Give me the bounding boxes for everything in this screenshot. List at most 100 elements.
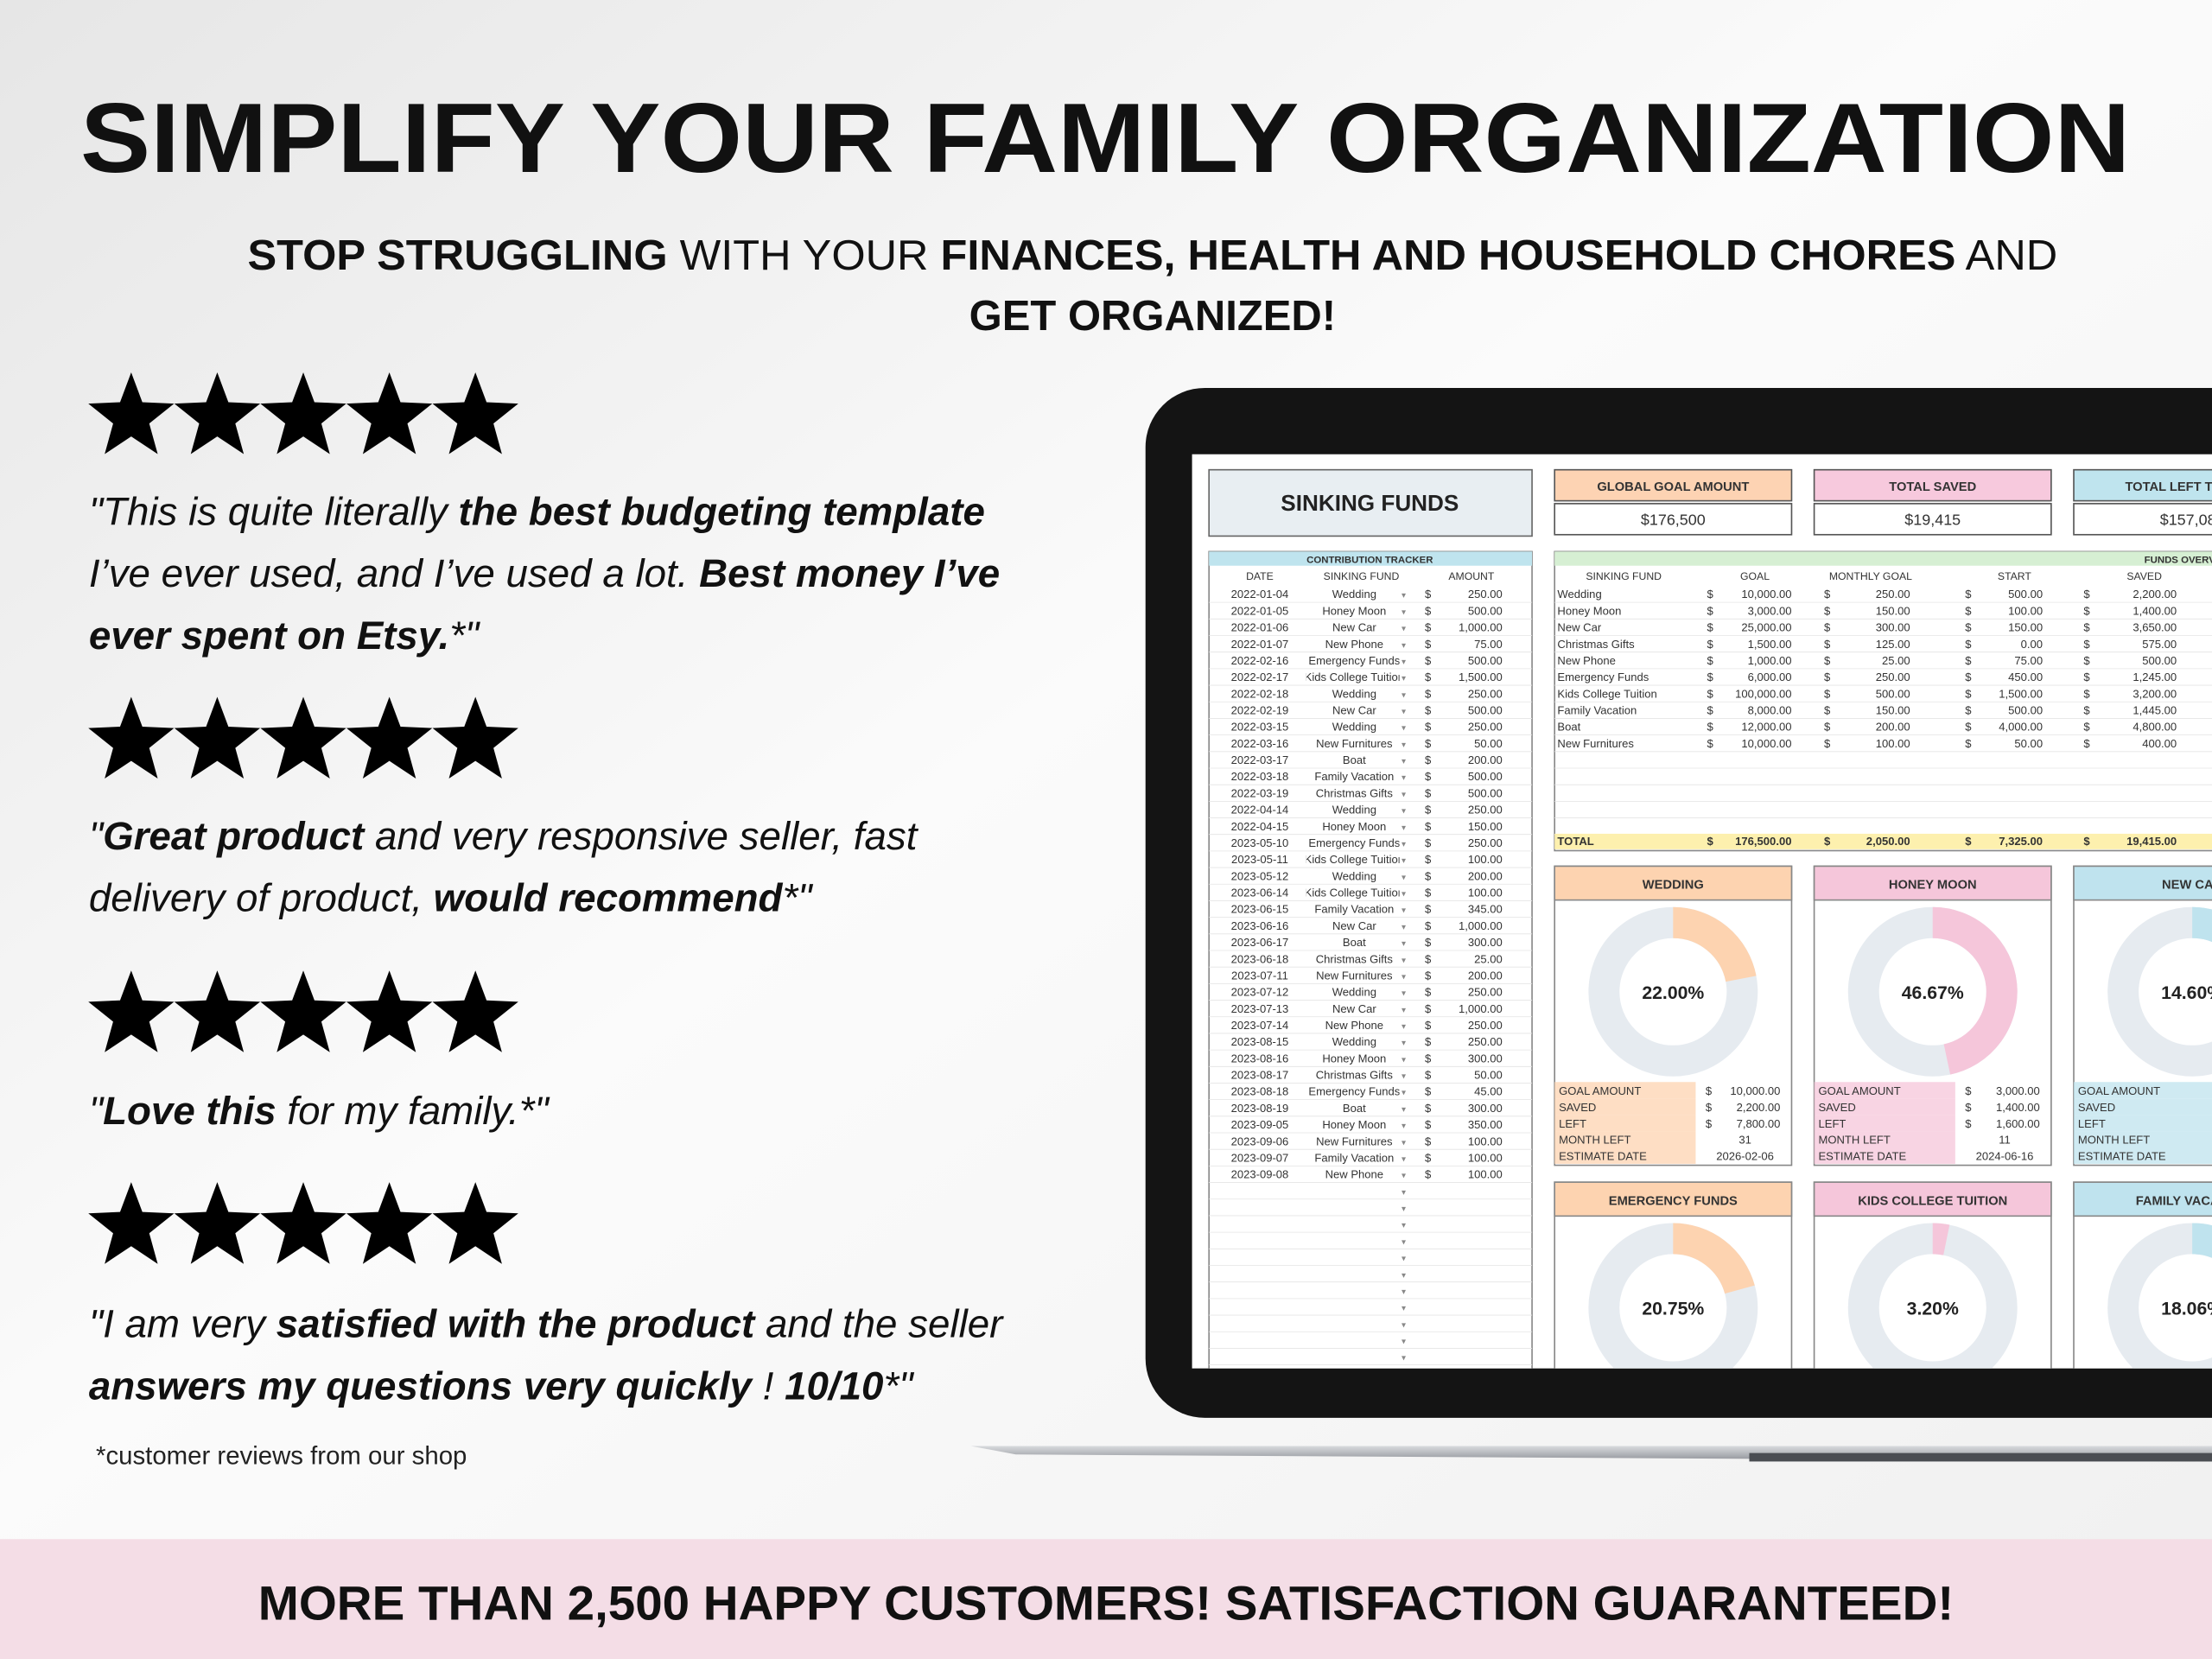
cell-name: Emergency Funds	[1557, 671, 1649, 683]
cell-date: 2022-01-05	[1231, 604, 1289, 617]
title-box	[1208, 468, 1533, 537]
cell-amount: 100.00	[1468, 887, 1503, 899]
dropdown-arrow: ▾	[1402, 823, 1406, 833]
dropdown-arrow: ▾	[1402, 1205, 1406, 1214]
cell-currency: $	[1965, 687, 1972, 700]
overview-title-bg	[1554, 551, 2212, 566]
cell-amount: 250.00	[1468, 687, 1503, 700]
cell-amount: 50.00	[1474, 1069, 1503, 1082]
dropdown-arrow: ▾	[1402, 773, 1406, 783]
cell-date: 2023-05-10	[1231, 836, 1289, 849]
cell-date: 2023-09-06	[1231, 1135, 1289, 1147]
cell-currency: $	[2083, 671, 2090, 683]
cell-amount: 1,000.00	[1459, 1002, 1503, 1015]
detail-label: GOAL AMOUNT	[1559, 1084, 1641, 1097]
dropdown-arrow: ▾	[1402, 1122, 1406, 1131]
detail-label: MONTH LEFT	[2078, 1134, 2150, 1147]
detail-label: SAVED	[1559, 1101, 1596, 1114]
cell-name: Boat	[1557, 721, 1580, 734]
total-row-bg	[1554, 833, 2212, 849]
donut-label: 14.60%	[2161, 983, 2212, 1003]
cell-currency: $	[1425, 804, 1432, 817]
cell-value: 3,000.00	[1748, 604, 1792, 617]
detail-label-bg	[1554, 1131, 1696, 1147]
cell-date: 2023-08-18	[1231, 1085, 1289, 1098]
cell-currency: $	[1425, 737, 1432, 750]
cell-currency: $	[1824, 621, 1831, 634]
cell-date: 2023-09-05	[1231, 1118, 1289, 1131]
cell-fund: Christmas Gifts	[1316, 786, 1394, 799]
cell-name: Christmas Gifts	[1557, 638, 1635, 651]
cell-value: 25.00	[1882, 654, 1910, 667]
cell-currency: $	[1965, 1101, 1972, 1114]
cell-value: 1,245.00	[2133, 671, 2177, 683]
cell-currency: $	[1425, 969, 1432, 982]
cell-currency: $	[1707, 671, 1714, 683]
kpi-value: $19,415	[1904, 511, 1961, 528]
cell-currency: $	[1425, 753, 1432, 766]
detail-label-bg	[1554, 1082, 1696, 1099]
sheet-title: SINKING FUNDS	[1281, 490, 1459, 516]
star	[432, 970, 518, 1052]
cell-date: 2022-03-19	[1231, 786, 1289, 799]
cell-amount: 500.00	[1468, 654, 1503, 667]
detail-label: ESTIMATE DATE	[1559, 1150, 1647, 1163]
star	[260, 970, 346, 1052]
cell-name: Family Vacation	[1557, 704, 1637, 717]
cell-date: 2022-03-17	[1231, 753, 1289, 766]
text-segment: GET ORGANIZED!	[969, 293, 1336, 340]
text-segment: AND	[1955, 232, 2057, 279]
cell-date: 2022-02-19	[1231, 704, 1289, 717]
dropdown-arrow: ▾	[1402, 989, 1406, 999]
cell-currency: $	[1824, 654, 1831, 667]
detail-label-bg	[2074, 1098, 2212, 1116]
cell-currency: $	[1425, 853, 1432, 866]
cell-fund: Kids College Tuition	[1305, 671, 1404, 683]
donut-arc	[1932, 1223, 1950, 1255]
cell-fund: New Car	[1332, 621, 1376, 634]
cell-date: 2022-04-15	[1231, 820, 1289, 833]
cell-date: 2023-05-12	[1231, 869, 1289, 882]
cell-value: 200.00	[1876, 721, 1910, 734]
cell-currency: $	[1425, 1168, 1432, 1181]
cell-date: 2023-06-17	[1231, 936, 1289, 949]
cell-currency: $	[1425, 1102, 1432, 1115]
cell-amount: 25.00	[1474, 952, 1503, 965]
dropdown-arrow: ▾	[1402, 1237, 1406, 1247]
review-line: "This is quite literally the best budget…	[89, 489, 985, 533]
review-line: ever spent on Etsy.*"	[89, 613, 480, 658]
text-segment: "This is quite literally	[89, 489, 459, 533]
dropdown-arrow: ▾	[1402, 906, 1406, 916]
donut-label: 46.67%	[1902, 983, 1964, 1003]
detail-label: SAVED	[2078, 1101, 2115, 1114]
cell-value: 75.00	[2014, 654, 2043, 667]
dropdown-arrow: ▾	[1402, 890, 1406, 899]
donut-label: 22.00%	[1642, 983, 1704, 1003]
cell-currency: $	[1425, 1085, 1432, 1098]
kpi-value-box	[1554, 503, 1793, 536]
detail-label: LEFT	[1818, 1117, 1846, 1130]
cell-value: 450.00	[2008, 671, 2043, 683]
cell-fund: Emergency Funds	[1308, 1085, 1400, 1098]
column-header: GOAL	[1740, 570, 1770, 582]
text-segment: would recommend	[434, 876, 784, 920]
cell-value: 100,000.00	[1735, 687, 1791, 700]
cell-date: 2023-08-15	[1231, 1035, 1289, 1048]
cell-value: 7,325.00	[1999, 835, 2043, 848]
cell-date: 2023-08-16	[1231, 1052, 1289, 1065]
text-segment: *"	[782, 876, 813, 920]
cell-amount: 50.00	[1474, 737, 1503, 750]
cell-fund: New Phone	[1325, 638, 1383, 651]
detail-value: 2024-06-16	[1976, 1150, 2034, 1163]
text-segment: 10/10	[785, 1364, 883, 1408]
dropdown-arrow: ▾	[1402, 856, 1406, 866]
dropdown-arrow: ▾	[1402, 757, 1406, 766]
cell-currency: $	[2083, 721, 2090, 734]
detail-label: ESTIMATE DATE	[2078, 1150, 2166, 1163]
cell-value: 1,445.00	[2133, 704, 2177, 717]
cell-fund: Boat	[1343, 753, 1366, 766]
cell-amount: 250.00	[1468, 1019, 1503, 1032]
cell-currency: $	[1425, 903, 1432, 916]
dropdown-arrow: ▾	[1402, 1172, 1406, 1181]
cell-date: 2023-05-11	[1231, 853, 1288, 866]
